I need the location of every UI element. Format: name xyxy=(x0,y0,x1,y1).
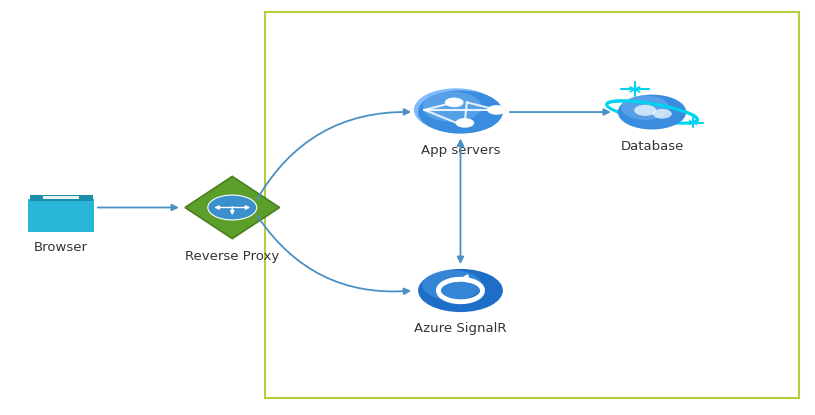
Circle shape xyxy=(456,119,475,128)
Text: Reverse Proxy: Reverse Proxy xyxy=(185,250,280,263)
Text: Database: Database xyxy=(620,140,684,153)
Circle shape xyxy=(488,105,507,115)
FancyBboxPatch shape xyxy=(43,196,79,200)
Circle shape xyxy=(653,109,672,119)
Circle shape xyxy=(425,94,489,127)
Text: App servers: App servers xyxy=(421,144,500,157)
Circle shape xyxy=(414,88,499,132)
Circle shape xyxy=(446,98,465,107)
Text: Azure SignalR: Azure SignalR xyxy=(414,322,507,335)
Circle shape xyxy=(208,195,257,220)
Circle shape xyxy=(456,118,474,127)
Circle shape xyxy=(420,91,494,129)
FancyBboxPatch shape xyxy=(265,12,799,398)
Circle shape xyxy=(634,105,656,116)
FancyBboxPatch shape xyxy=(28,199,94,232)
Circle shape xyxy=(418,269,503,312)
Circle shape xyxy=(443,103,475,120)
Circle shape xyxy=(449,106,470,117)
Text: Browser: Browser xyxy=(34,241,88,254)
Circle shape xyxy=(455,109,465,115)
Circle shape xyxy=(418,90,503,134)
Circle shape xyxy=(487,105,506,115)
Circle shape xyxy=(422,92,482,122)
Polygon shape xyxy=(185,176,280,239)
FancyBboxPatch shape xyxy=(29,195,93,201)
Circle shape xyxy=(437,100,479,122)
Circle shape xyxy=(445,98,464,107)
Circle shape xyxy=(618,95,686,129)
Circle shape xyxy=(621,95,669,120)
Circle shape xyxy=(431,97,484,124)
Circle shape xyxy=(422,270,482,300)
